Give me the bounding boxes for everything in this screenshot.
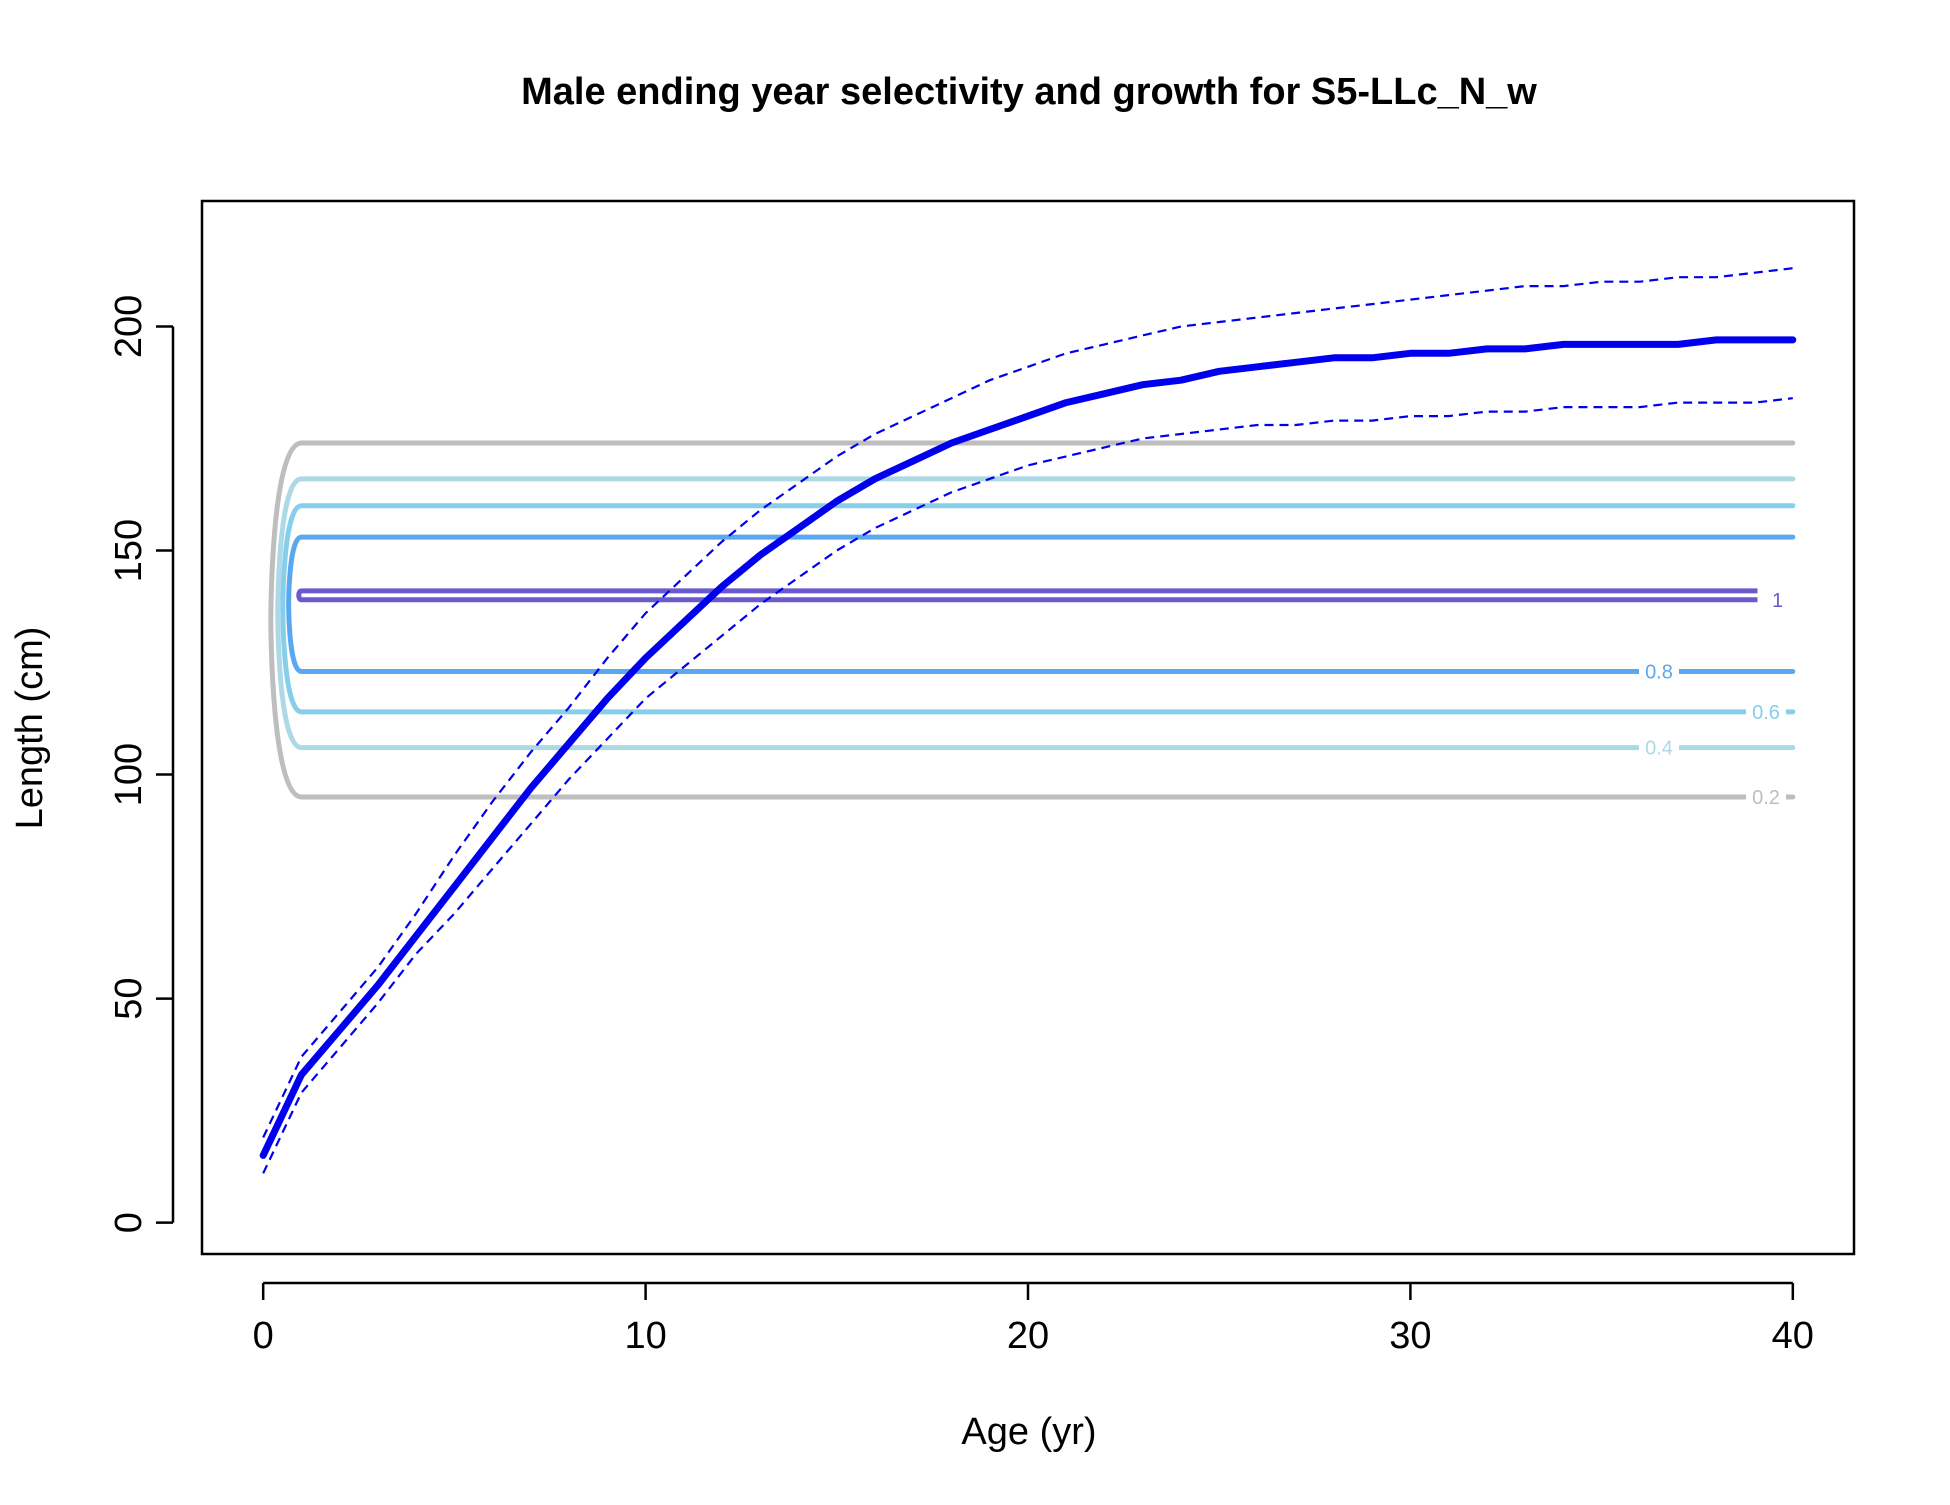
contour-1-label: 1 (1772, 590, 1783, 612)
y-tick-label-100: 100 (108, 743, 150, 806)
contour-0-4-label: 0.4 (1645, 738, 1673, 760)
y-tick-label-150: 150 (108, 519, 150, 582)
x-axis-label: Age (yr) (961, 1411, 1096, 1453)
contour-0-8-label-gap (1638, 659, 1679, 684)
growth-lower-ci-line (262, 397, 1793, 1174)
contour-0-2-label-gap (1746, 784, 1787, 809)
contour-0-6-label: 0.6 (1752, 702, 1780, 724)
y-tick-label-200: 200 (108, 295, 150, 358)
x-tick-label-0: 0 (253, 1315, 274, 1357)
plot-frame (200, 199, 1856, 1256)
axes: 0 10 20 30 40 0 50 100 150 200 (108, 295, 1814, 1357)
contour-0-2-label: 0.2 (1752, 787, 1780, 809)
y-tick-label-50: 50 (108, 977, 150, 1019)
plot-area: 0.2 0.4 0.6 0.8 1 (259, 267, 1798, 1174)
contour-1-line (296, 588, 1796, 603)
x-tick-label-20: 20 (1007, 1315, 1049, 1357)
growth-upper-ci-line (262, 267, 1793, 1138)
contour-0-2-line (268, 440, 1796, 800)
contour-1-label-gap (1757, 587, 1798, 612)
x-tick-label-30: 30 (1389, 1315, 1431, 1357)
contour-0-6-line (280, 503, 1796, 715)
y-tick-label-0: 0 (108, 1212, 150, 1233)
x-tick-label-40: 40 (1772, 1315, 1814, 1357)
contour-0-4-label-gap (1638, 735, 1679, 760)
chart-title: Male ending year selectivity and growth … (521, 71, 1537, 113)
y-axis-label: Length (cm) (9, 627, 51, 830)
contour-0-8-label: 0.8 (1645, 661, 1673, 683)
contour-0-6-label-gap (1746, 699, 1787, 724)
contour-0-8-line (286, 534, 1796, 674)
contour-0-4-line (275, 476, 1796, 751)
x-tick-label-10: 10 (624, 1315, 666, 1357)
growth-mean-line (259, 336, 1797, 1159)
